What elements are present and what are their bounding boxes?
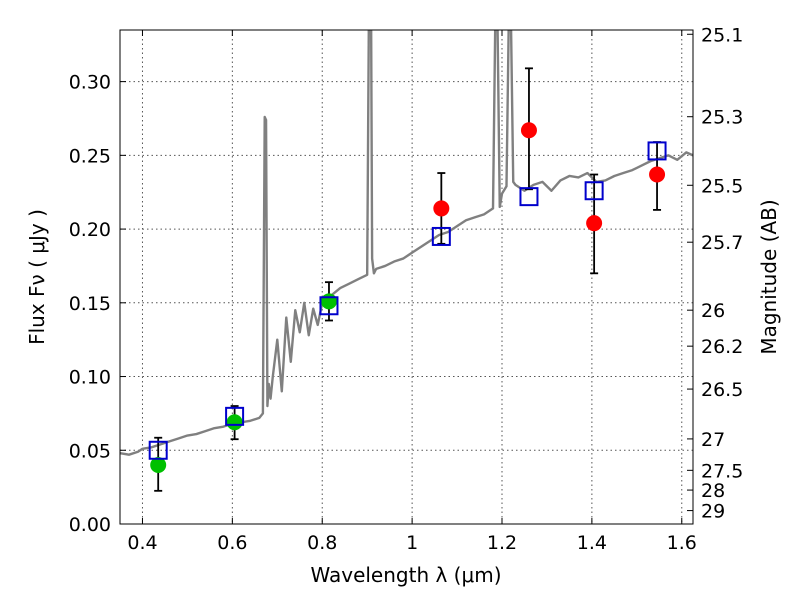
y-tick-label: 0.10	[69, 367, 111, 389]
axis-ticks: 0.4 0.6 0.8 1 1.2 1.4 1.6 0.00 0.05 0.10 0.15 0.20 0…	[69, 24, 744, 554]
x-tick-label: 0.8	[307, 532, 337, 554]
right-tick-label: 27.5	[701, 460, 743, 482]
x-tick-label: 1.6	[667, 532, 697, 554]
model-square-marker	[225, 406, 245, 426]
x-tick-label: 0.6	[217, 532, 247, 554]
grid	[120, 30, 693, 524]
red-data-point	[649, 166, 666, 183]
x-axis-label: Wavelength λ (μm)	[310, 563, 501, 587]
x-tick-label: 1.2	[487, 532, 517, 554]
y-tick-label: 0.00	[69, 514, 111, 536]
y-axis-label: Flux Fν ( μJy )	[25, 209, 49, 345]
right-tick-label: 26.5	[701, 379, 743, 401]
model-square-marker	[584, 181, 604, 201]
right-tick-label: 26	[701, 300, 725, 322]
right-tick-label: 25.1	[701, 24, 743, 46]
right-tick-label: 25.5	[701, 175, 743, 197]
right-tick-label: 27	[701, 429, 725, 451]
model-square-marker	[148, 440, 168, 460]
model-square-marker	[431, 226, 451, 246]
plot-data	[120, 30, 693, 456]
red-data-point	[586, 215, 603, 232]
right-tick-label: 25.7	[701, 232, 743, 254]
y-tick-label: 0.05	[69, 440, 111, 462]
plot-frame	[119, 29, 694, 525]
model-square-marker	[647, 141, 667, 161]
right-axis-label: Magnitude (AB)	[757, 199, 781, 354]
model-square-marker	[519, 187, 539, 207]
plot-markers	[148, 67, 667, 492]
green-data-point	[150, 457, 167, 474]
y-tick-label: 0.25	[69, 145, 111, 167]
y-tick-label: 0.30	[69, 72, 111, 94]
model-square-marker	[319, 296, 339, 316]
right-tick-label: 28	[701, 480, 725, 502]
green-data-point	[226, 414, 243, 431]
spectrum-line	[120, 30, 693, 456]
right-tick-label: 25.3	[701, 107, 743, 129]
x-tick-label: 1.4	[577, 532, 607, 554]
right-tick-label: 29	[701, 501, 725, 523]
green-data-point	[320, 293, 337, 310]
y-tick-label: 0.15	[69, 293, 111, 315]
right-tick-label: 26.2	[701, 336, 743, 358]
red-data-point	[433, 200, 450, 217]
red-data-point	[520, 122, 537, 139]
y-tick-label: 0.20	[69, 219, 111, 241]
x-tick-label: 0.4	[127, 532, 157, 554]
x-tick-label: 1	[406, 532, 418, 554]
